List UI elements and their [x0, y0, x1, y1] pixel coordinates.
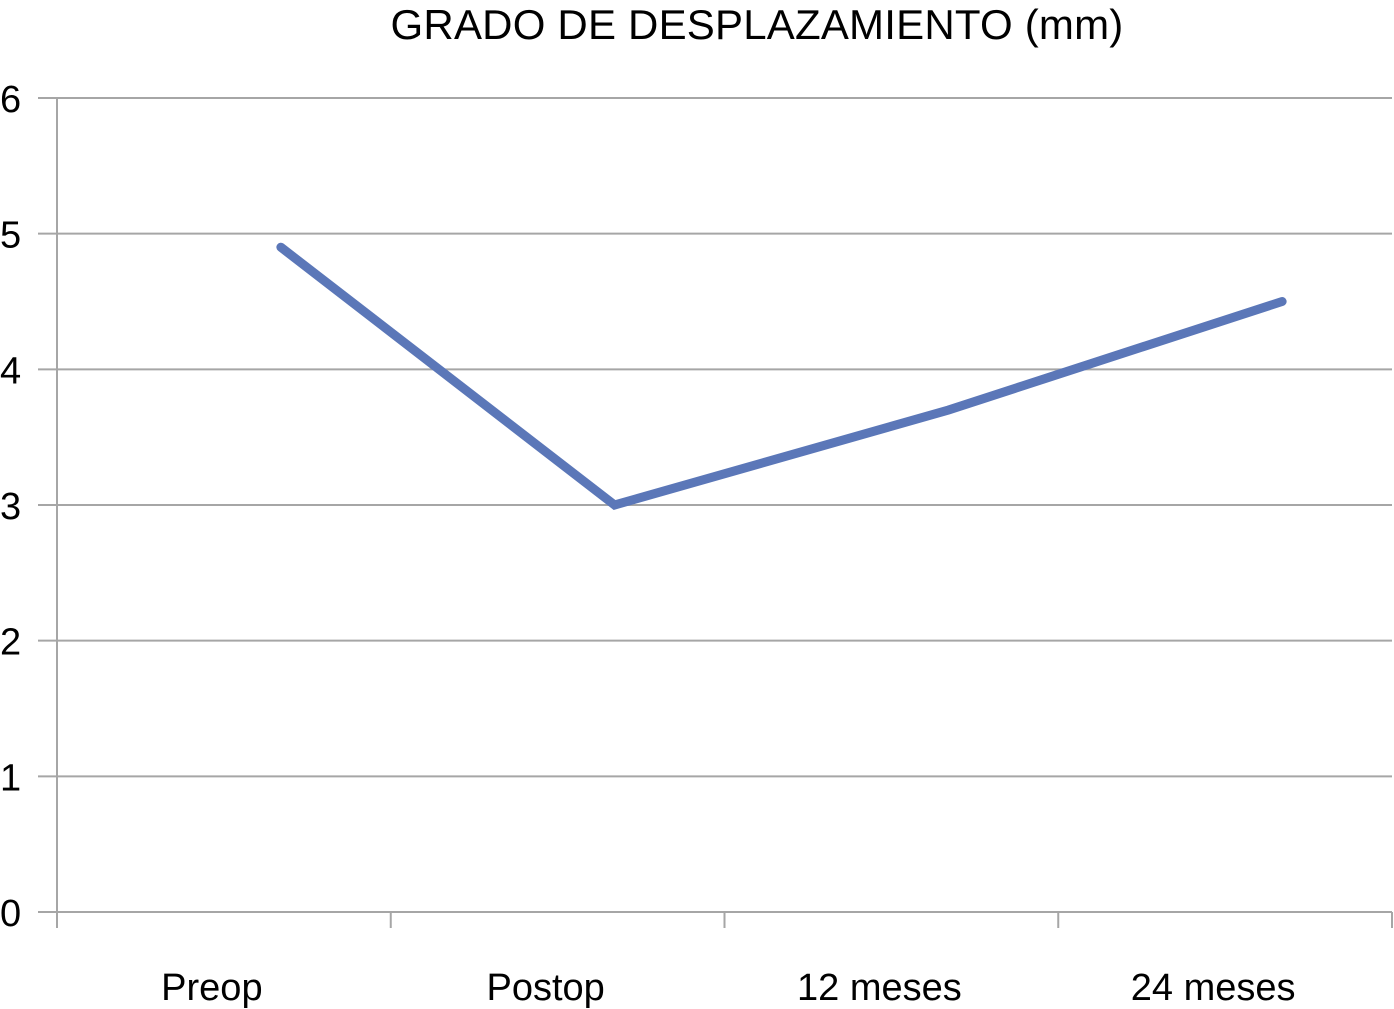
y-tick-label: 6 [0, 79, 21, 121]
gridlines [38, 97, 1392, 778]
x-tick-label: Postop [486, 967, 604, 1009]
x-tick-labels: Preop Postop 12 meses 24 meses [161, 967, 1295, 1009]
series-line [276, 242, 1287, 510]
axes [38, 98, 1393, 928]
x-tick-label: 12 meses [797, 967, 962, 1009]
x-tick-label: Preop [161, 967, 262, 1009]
series [276, 242, 1287, 510]
data-point [947, 409, 949, 411]
x-tick-label: 24 meses [1131, 967, 1296, 1009]
y-tick-label: 5 [0, 215, 21, 257]
y-tick-labels: 0 1 2 3 4 5 6 [0, 79, 21, 935]
y-tick-label: 0 [0, 893, 21, 935]
data-point [614, 504, 616, 506]
data-point [280, 246, 282, 248]
y-tick-label: 4 [0, 350, 21, 392]
data-point [1281, 301, 1283, 302]
y-tick-label: 1 [0, 757, 21, 799]
chart-title: GRADO DE DESPLAZAMIENTO (mm) [390, 1, 1124, 48]
y-tick-label: 2 [0, 622, 21, 664]
y-tick-label: 3 [0, 486, 21, 528]
